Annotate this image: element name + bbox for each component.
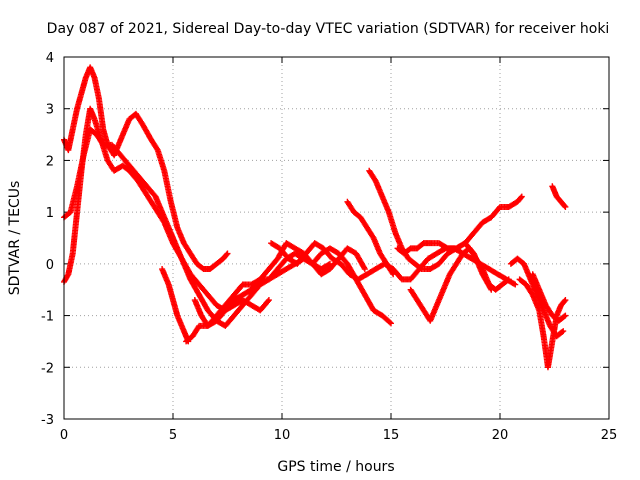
data-point [512,281,519,288]
y-tick-label: 4 [46,51,54,66]
y-tick-label: 3 [46,103,54,118]
y-tick-label: 0 [46,258,54,273]
x-tick-label: 10 [274,428,291,443]
series-track-10 [394,193,525,257]
data-point [504,277,511,284]
data-point [517,194,524,201]
data-point [325,261,332,268]
data-point [361,266,368,273]
data-point [562,312,569,319]
plot-frame [63,56,610,420]
x-tick-label: 15 [383,428,400,443]
y-tick-label: 2 [46,154,54,169]
data-point [559,328,566,335]
data-point [388,320,394,327]
data-point [518,193,525,200]
x-tick-label: 0 [60,428,68,443]
data-point [153,145,160,152]
data-point [264,298,271,305]
data-point [386,319,393,326]
data-point [390,271,397,278]
data-point [224,250,231,257]
data-point [64,272,71,279]
data-point [223,251,230,258]
y-tick-label: 1 [46,206,54,221]
data-points [61,64,569,371]
data-point [361,264,368,271]
axis-ticks: 0 5 10 15 20 25 -3 -2 -1 0 1 2 3 4 [41,51,617,443]
data-point [265,297,272,304]
data-point [561,298,568,305]
data-point [562,297,569,304]
grid-lines [64,57,609,419]
x-tick-label: 25 [601,428,618,443]
y-tick-label: -3 [41,413,54,428]
x-tick-label: 5 [169,428,177,443]
data-point [562,203,569,210]
series-track-13 [516,276,569,371]
x-axis-label: GPS time / hours [277,459,394,475]
data-point [561,202,568,209]
series-track-1 [61,64,231,273]
data-point [511,280,518,287]
x-tick-label: 20 [492,428,509,443]
y-axis-label: SDTVAR / TECUs [7,181,23,296]
series-track-14 [529,271,569,324]
data-point [560,328,567,335]
data-point [326,260,333,267]
data-point [389,269,396,276]
data-point [505,276,512,283]
data-point [561,313,568,320]
series-track-11 [407,245,512,324]
series-track-15 [549,183,569,210]
y-tick-label: -2 [41,361,54,376]
y-tick-label: -1 [41,310,54,325]
series-track-9 [344,198,397,278]
chart-title: Day 087 of 2021, Sidereal Day-to-day VTE… [47,21,610,37]
series-track-4 [159,266,192,345]
